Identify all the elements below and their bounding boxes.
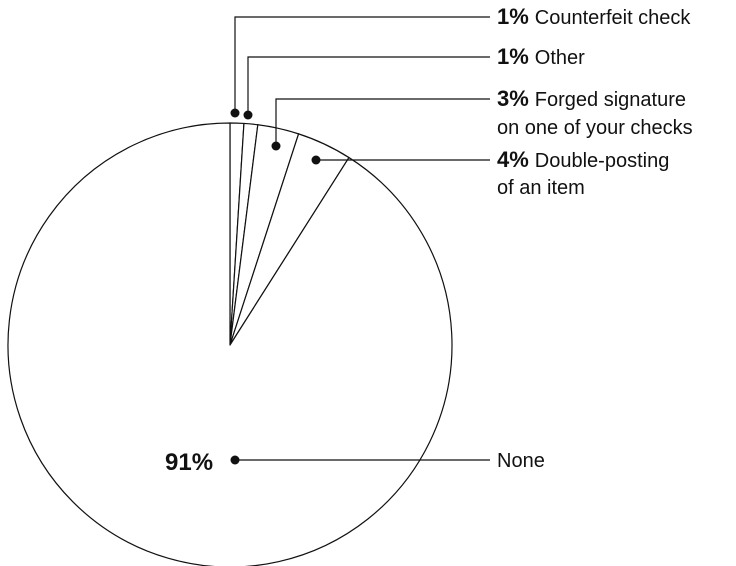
leader-dot [230, 455, 240, 465]
pie-slices [7, 122, 453, 566]
data-label-name: None [497, 450, 545, 472]
leader-dot [271, 141, 281, 151]
data-label: 3% Forged signature [497, 86, 686, 111]
leader-dot [311, 155, 321, 165]
leader-line [234, 16, 490, 113]
callout-counterfeit-check: 1% Counterfeit check [230, 4, 691, 118]
callout-forged-signature-on-one-of-your-checks: 3% Forged signature on one of your checks [271, 86, 693, 151]
data-label: 4% Double-posting [497, 147, 669, 172]
callouts: 1% Counterfeit check 1% Other 3% Forged signa… [165, 4, 693, 476]
data-label-pct: 91% [165, 449, 213, 476]
data-label: 1% Other [497, 44, 585, 69]
leader-dot [243, 110, 253, 120]
callout-double-posting-of-an-item: 4% Double-posting of an item [311, 147, 669, 199]
leader-line [247, 56, 490, 115]
pie-slice-none [7, 122, 453, 566]
callout-none: 91% None [165, 449, 545, 476]
leader-dot [230, 108, 240, 118]
data-label: 1% Counterfeit check [497, 4, 691, 29]
leader-line [275, 98, 490, 146]
data-label-line2: of an item [497, 177, 585, 199]
callout-other: 1% Other [243, 44, 585, 120]
data-label-line2: on one of your checks [497, 117, 693, 139]
